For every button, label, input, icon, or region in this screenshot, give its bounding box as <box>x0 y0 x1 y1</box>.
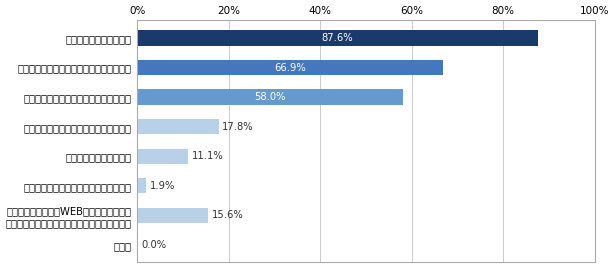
Bar <box>137 90 402 105</box>
Text: 87.6%: 87.6% <box>322 33 354 43</box>
Text: 17.8%: 17.8% <box>222 122 254 132</box>
Text: 66.9%: 66.9% <box>274 63 306 73</box>
Text: 1.9%: 1.9% <box>149 181 175 191</box>
Bar <box>137 60 443 75</box>
Bar <box>137 148 188 164</box>
Bar <box>137 178 146 193</box>
Text: 15.6%: 15.6% <box>212 210 244 220</box>
Text: 0.0%: 0.0% <box>141 240 167 250</box>
Text: 58.0%: 58.0% <box>254 92 285 102</box>
Text: 11.1%: 11.1% <box>191 151 223 161</box>
Bar <box>137 207 208 223</box>
Bar <box>137 31 538 46</box>
Bar <box>137 119 218 134</box>
